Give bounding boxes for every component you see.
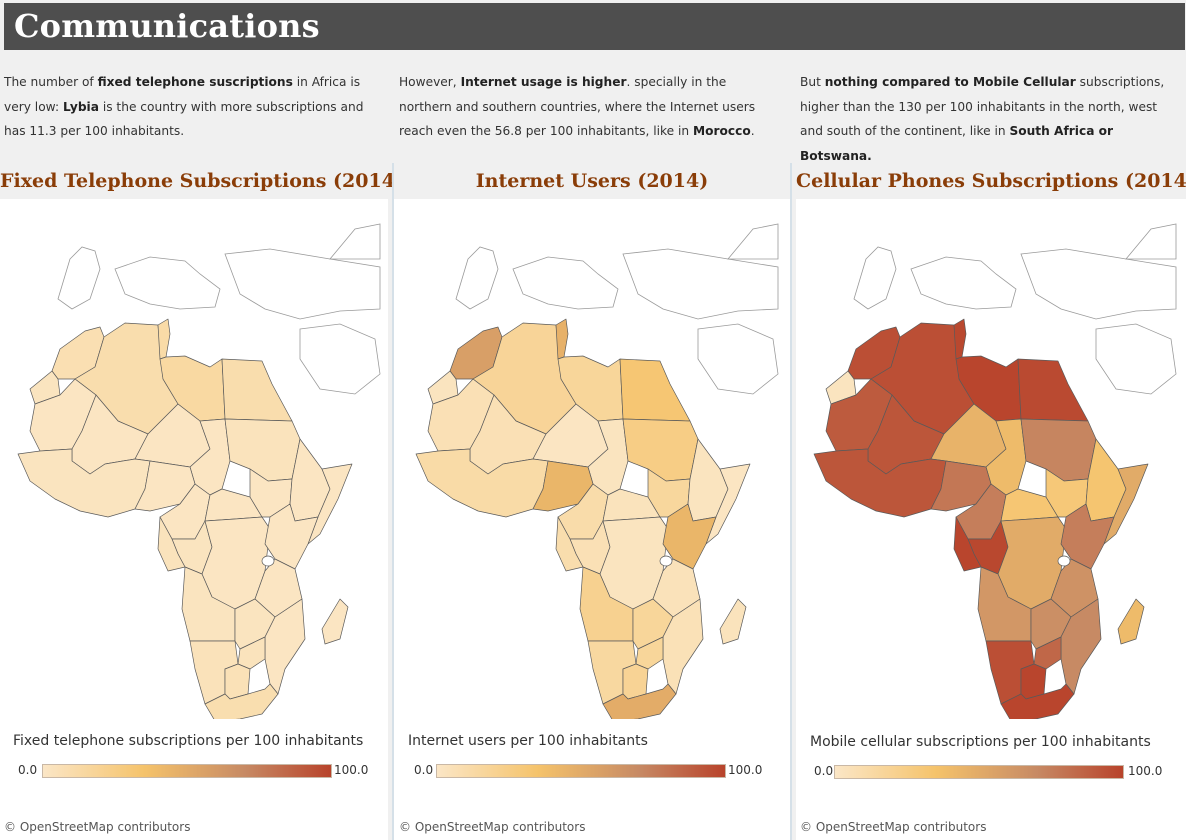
country-region-egypt[interactable]	[221, 358, 293, 422]
country-region-nigeria[interactable]	[532, 460, 594, 512]
intro-text-segment: subscriptions, higher than the 130 per 1…	[800, 75, 1165, 138]
legend-title: Internet users per 100 inhabitants	[408, 733, 648, 749]
legend-color-ramp	[834, 765, 1124, 779]
country-region-sudan[interactable]	[622, 418, 699, 482]
page-title: Communications	[14, 7, 320, 45]
intro-highlight: Internet usage is higher	[460, 75, 627, 89]
intro-text-segment: is the country with more subscriptions a…	[4, 99, 364, 139]
basemap-outline	[853, 246, 897, 310]
legend-max-label: 100.0	[334, 763, 369, 777]
intro-text-cellular: But nothing compared to Mobile Cellular …	[800, 70, 1172, 168]
country-region-zimbabwe[interactable]	[635, 636, 664, 670]
basemap-outline	[1125, 223, 1177, 260]
basemap-outline	[910, 256, 1017, 310]
legend-min-label: 0.0	[18, 763, 38, 777]
country-region-botswana[interactable]	[622, 663, 649, 700]
country-region-somalia[interactable]	[1103, 463, 1149, 545]
country-region-southafrica[interactable]	[1000, 683, 1075, 719]
country-region-madagascar[interactable]	[719, 598, 747, 645]
basemap-outline	[697, 323, 779, 395]
basemap-outline	[727, 223, 779, 260]
panel-internet-users: Internet Users (2014) Internet users per…	[392, 163, 792, 840]
intro-highlight: Lybia	[62, 99, 99, 114]
country-region-botswana[interactable]	[1020, 663, 1047, 700]
intro-highlight: nothing compared to Mobile Cellular	[824, 75, 1076, 89]
basemap-outline	[622, 248, 779, 320]
country-region-southafrica[interactable]	[602, 683, 677, 719]
country-region-botswana[interactable]	[224, 663, 251, 700]
basemap-outline	[455, 246, 499, 310]
country-region-madagascar[interactable]	[321, 598, 349, 645]
basemap-outline	[512, 256, 619, 310]
legend-min-label: 0.0	[414, 763, 434, 777]
africa-map-internet-users[interactable]	[394, 199, 790, 719]
country-region-madagascar[interactable]	[1117, 598, 1145, 645]
legend-title: Fixed telephone subscriptions per 100 in…	[13, 733, 364, 749]
map-attribution: © OpenStreetMap contributors	[4, 820, 191, 834]
country-region-somalia[interactable]	[307, 463, 353, 545]
country-region-wsahara[interactable]	[427, 370, 459, 405]
panel-title: Cellular Phones Subscriptions (2014)	[796, 163, 1186, 199]
legend-min-label: 0.0	[814, 764, 834, 778]
page-header: Communications	[4, 3, 1185, 50]
country-region-nigeria[interactable]	[930, 460, 992, 512]
legend-max-label: 100.0	[1128, 764, 1163, 778]
country-region-sudan[interactable]	[224, 418, 301, 482]
basemap-outline	[224, 248, 381, 320]
basemap-outline	[57, 246, 101, 310]
basemap-outline	[329, 223, 381, 260]
country-region-tunisia[interactable]	[953, 318, 967, 360]
intro-highlight: fixed telephone suscriptions	[97, 75, 293, 89]
lake-victoria	[261, 555, 275, 567]
country-region-wsahara[interactable]	[29, 370, 61, 405]
basemap-outline	[114, 256, 221, 310]
basemap-outline	[299, 323, 381, 395]
africa-map-fixed-telephone[interactable]	[0, 199, 388, 719]
country-region-wsahara[interactable]	[825, 370, 857, 405]
africa-map-cellular-phones[interactable]	[796, 199, 1186, 719]
country-region-southafrica[interactable]	[204, 683, 279, 719]
intro-text-segment: The number of	[4, 75, 98, 89]
country-region-ugkenya[interactable]	[1060, 503, 1115, 570]
country-region-ugkenya[interactable]	[264, 503, 319, 570]
legend-color-ramp	[42, 764, 332, 778]
intro-text-internet: However, Internet usage is higher. speci…	[399, 70, 777, 144]
panel-cellular-phones: Cellular Phones Subscriptions (2014) Mob…	[796, 163, 1186, 840]
country-region-tunisia[interactable]	[555, 318, 569, 360]
intro-text-segment: But	[800, 75, 825, 89]
legend-max-label: 100.0	[728, 763, 763, 777]
country-region-sudan[interactable]	[1020, 418, 1097, 482]
legend-color-ramp	[436, 764, 726, 778]
intro-highlight: Morocco	[692, 124, 751, 138]
intro-text-segment: However,	[399, 75, 461, 89]
intro-highlight: South Africa or Botswana.	[800, 124, 1114, 163]
country-region-egypt[interactable]	[619, 358, 691, 422]
country-region-zimbabwe[interactable]	[237, 636, 266, 670]
country-region-ugkenya[interactable]	[662, 503, 717, 570]
panel-fixed-telephone: Fixed Telephone Subscriptions (2014) Fix…	[0, 163, 404, 840]
country-region-nigeria[interactable]	[134, 460, 196, 512]
legend-title: Mobile cellular subscriptions per 100 in…	[810, 734, 1151, 750]
country-region-somalia[interactable]	[705, 463, 751, 545]
lake-victoria	[659, 555, 673, 567]
basemap-outline	[1095, 323, 1177, 395]
country-region-egypt[interactable]	[1017, 358, 1089, 422]
intro-text-segment: . specially in the northern and southern…	[399, 75, 756, 138]
country-region-tunisia[interactable]	[157, 318, 171, 360]
panel-title: Fixed Telephone Subscriptions (2014)	[0, 163, 404, 199]
country-region-zimbabwe[interactable]	[1033, 636, 1062, 670]
intro-text-segment: in Africa is very low:	[4, 75, 361, 114]
panel-title: Internet Users (2014)	[394, 163, 790, 199]
map-attribution: © OpenStreetMap contributors	[399, 820, 586, 834]
intro-text-fixed: The number of fixed telephone suscriptio…	[4, 70, 386, 144]
lake-victoria	[1057, 555, 1071, 567]
map-attribution: © OpenStreetMap contributors	[800, 820, 987, 834]
intro-text-segment: .	[750, 124, 755, 138]
basemap-outline	[1020, 248, 1177, 320]
